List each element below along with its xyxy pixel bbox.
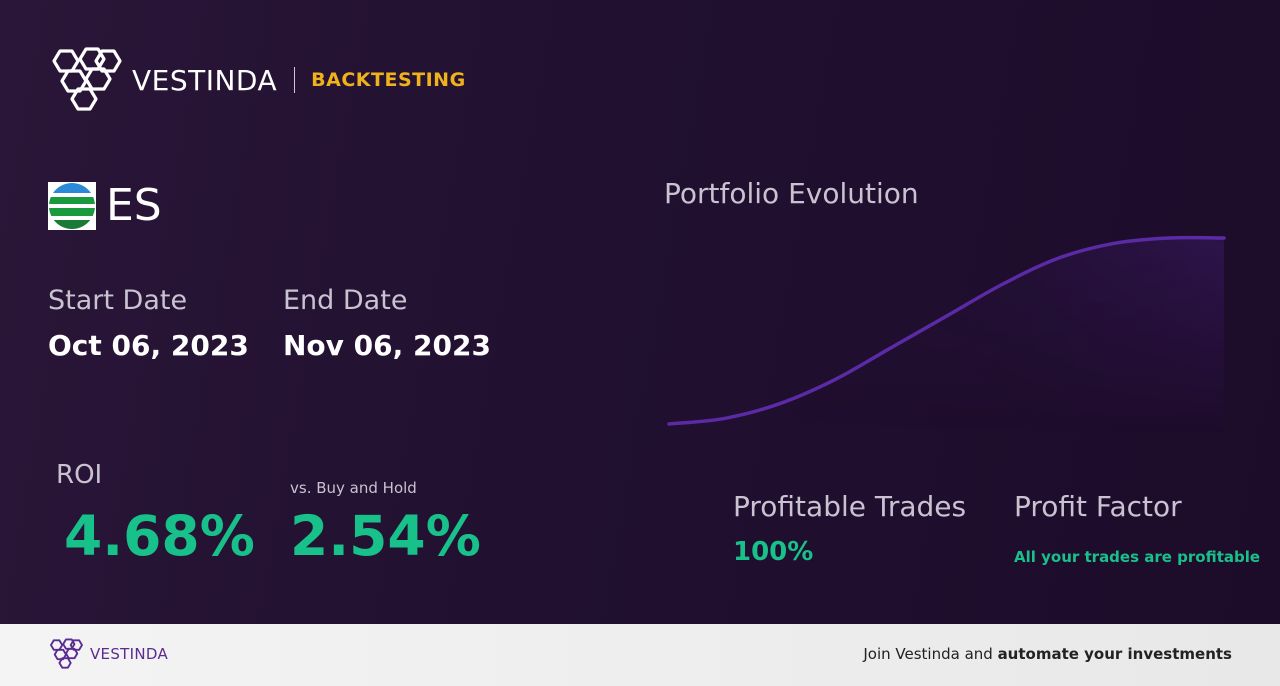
es-flag-logo-icon (48, 181, 96, 230)
brand-name: VESTINDA (132, 63, 278, 97)
vs-buy-hold-label: vs. Buy and Hold (290, 479, 417, 497)
brand-divider (294, 67, 296, 93)
footer-logo[interactable]: VESTINDA (48, 638, 168, 670)
footer-cta[interactable]: Join Vestinda and automate your investme… (863, 645, 1232, 663)
end-date-label: End Date (283, 285, 408, 316)
portfolio-evolution-chart (667, 235, 1226, 434)
profitable-trades-label: Profitable Trades (733, 490, 967, 523)
end-date-block: End Date Nov 06, 2023 (283, 285, 491, 362)
footer-cta-bold: automate your investments (997, 645, 1232, 663)
chart-area-fill (669, 237, 1224, 434)
vestinda-logo-icon (52, 47, 122, 111)
ticker-logo-graphic (49, 182, 95, 229)
profit-factor-value: All your trades are profitable (1014, 548, 1261, 566)
footer-cta-prefix: Join Vestinda and (863, 645, 998, 663)
backtest-card: VESTINDA BACKTESTING ES (0, 0, 1280, 624)
end-date-value: Nov 06, 2023 (283, 329, 491, 362)
footer-bar: VESTINDA Join Vestinda and automate your… (0, 624, 1280, 686)
ticker-header: ES (48, 180, 162, 231)
roi-value: 4.68% (64, 504, 255, 568)
vestinda-footer-logo-icon (50, 638, 83, 669)
start-date-value: Oct 06, 2023 (48, 329, 249, 362)
start-date-block: Start Date Oct 06, 2023 (48, 285, 249, 362)
profitable-trades-value: 100% (733, 537, 814, 567)
profit-factor-label: Profit Factor (1014, 490, 1182, 523)
vs-buy-hold-value: 2.54% (290, 504, 481, 568)
chart-series-line (667, 235, 1226, 426)
start-date-label: Start Date (48, 285, 188, 316)
ticker-symbol: ES (106, 180, 162, 231)
chart-title: Portfolio Evolution (664, 177, 919, 210)
footer-brand-name: VESTINDA (90, 645, 169, 663)
roi-label: ROI (56, 460, 103, 490)
brand-header: VESTINDA BACKTESTING (48, 46, 466, 114)
section-label: BACKTESTING (311, 69, 466, 91)
